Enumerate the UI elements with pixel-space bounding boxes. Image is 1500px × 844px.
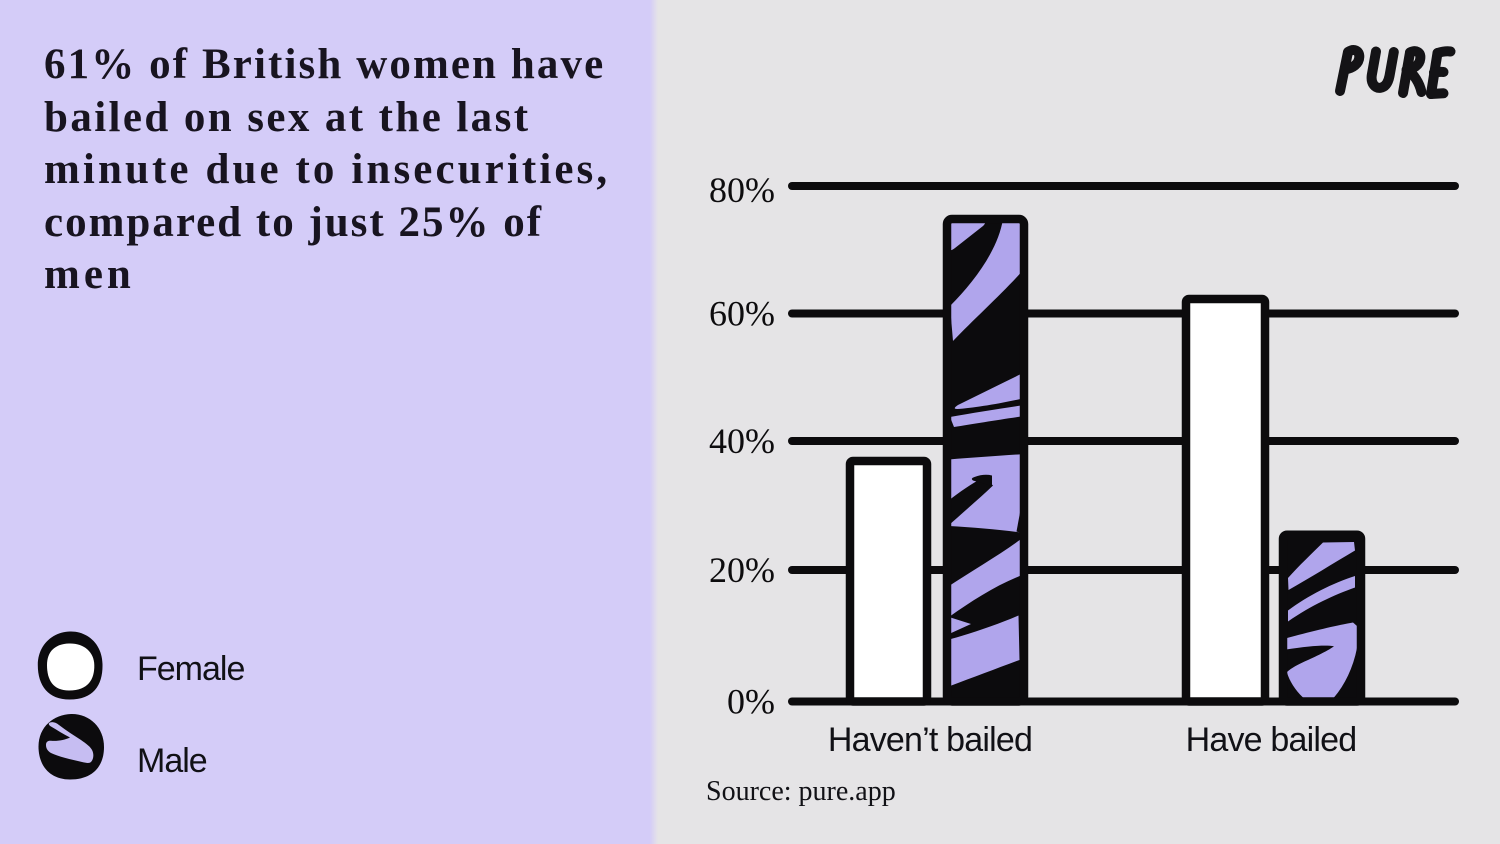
svg-text:60%: 60% <box>709 294 775 334</box>
svg-text:Source: pure.app: Source: pure.app <box>706 776 896 807</box>
svg-text:20%: 20% <box>709 550 775 590</box>
svg-text:Have bailed: Have bailed <box>1186 721 1357 759</box>
svg-text:40%: 40% <box>709 421 775 461</box>
svg-text:0%: 0% <box>727 682 775 722</box>
svg-text:80%: 80% <box>709 170 775 210</box>
svg-text:Haven’t bailed: Haven’t bailed <box>828 721 1032 759</box>
